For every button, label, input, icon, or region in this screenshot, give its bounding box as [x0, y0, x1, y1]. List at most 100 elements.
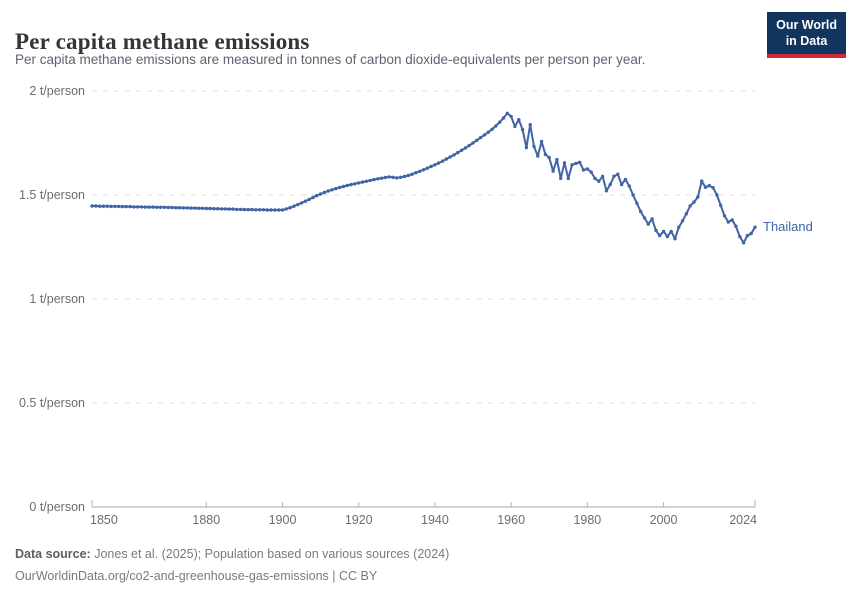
data-point	[200, 206, 205, 210]
data-point	[654, 228, 658, 233]
data-point	[619, 182, 624, 187]
x-axis-label: 1920	[345, 513, 373, 527]
data-point	[677, 225, 681, 229]
data-point	[414, 171, 418, 175]
data-point	[284, 207, 288, 211]
data-point	[391, 175, 395, 179]
data-point	[216, 207, 220, 211]
data-point	[322, 190, 327, 195]
data-point	[387, 175, 391, 179]
data-point	[383, 175, 388, 180]
data-point	[722, 214, 727, 218]
data-point	[151, 205, 155, 209]
data-point	[197, 206, 201, 210]
data-point	[277, 208, 281, 212]
data-point	[517, 118, 521, 122]
data-point	[227, 207, 231, 211]
data-point	[143, 205, 147, 209]
data-source-text: Jones et al. (2025); Population based on…	[90, 547, 450, 561]
data-point	[90, 204, 94, 208]
data-point	[559, 176, 563, 181]
data-point	[132, 205, 136, 209]
data-point	[177, 206, 182, 210]
data-point	[444, 157, 449, 161]
data-point	[635, 201, 639, 205]
data-point	[467, 143, 471, 148]
data-point	[642, 216, 647, 220]
data-point	[604, 189, 609, 193]
data-point	[753, 225, 757, 229]
data-point	[318, 192, 323, 196]
data-point	[741, 241, 746, 245]
data-point	[551, 169, 555, 173]
data-point	[448, 155, 452, 159]
data-point	[711, 186, 715, 190]
data-point	[280, 208, 285, 212]
data-point	[639, 209, 643, 214]
data-point	[650, 217, 654, 221]
x-axis-label: 1960	[497, 513, 525, 527]
data-point	[578, 160, 582, 164]
data-point	[311, 195, 315, 200]
data-point	[631, 193, 635, 197]
data-point	[376, 177, 380, 181]
chart-subtitle: Per capita methane emissions are measure…	[15, 52, 646, 67]
data-point	[315, 193, 319, 198]
data-point	[296, 202, 300, 207]
data-point	[166, 205, 170, 210]
data-point	[680, 219, 685, 223]
data-point	[250, 207, 254, 212]
data-point	[368, 178, 372, 183]
series-line-thailand[interactable]	[91, 112, 756, 244]
data-point	[353, 182, 357, 186]
data-point	[330, 188, 334, 192]
data-point	[170, 205, 174, 210]
chart-footer: Data source: Jones et al. (2025); Popula…	[15, 544, 449, 588]
data-point	[299, 201, 304, 205]
data-source-line: Data source: Jones et al. (2025); Popula…	[15, 544, 449, 566]
data-point	[566, 176, 570, 181]
data-point	[463, 146, 468, 150]
data-point	[665, 234, 670, 239]
data-point	[238, 207, 243, 212]
data-point	[425, 166, 429, 170]
y-axis-label: 1 t/person	[29, 292, 85, 306]
attribution-line: OurWorldinData.org/co2-and-greenhouse-ga…	[15, 568, 378, 583]
owid-logo[interactable]: Our World in Data	[767, 12, 846, 59]
data-point	[749, 231, 753, 236]
data-point	[726, 220, 730, 224]
data-point	[734, 224, 738, 228]
data-point	[242, 207, 247, 212]
data-point	[505, 111, 509, 116]
data-point	[303, 199, 308, 203]
data-point	[254, 208, 258, 212]
data-point	[326, 189, 330, 193]
data-point	[345, 183, 349, 188]
data-point	[334, 186, 338, 191]
data-point	[437, 161, 441, 165]
data-point	[136, 205, 140, 209]
data-point	[536, 154, 540, 158]
series-label-thailand[interactable]: Thailand	[763, 219, 813, 234]
data-point	[543, 152, 548, 157]
data-point	[696, 195, 700, 199]
data-point	[185, 206, 189, 210]
data-point	[524, 145, 529, 150]
data-point	[658, 233, 662, 238]
data-point	[433, 163, 437, 167]
data-point	[661, 229, 666, 234]
data-point	[513, 124, 517, 129]
data-point	[440, 159, 445, 163]
data-point	[688, 204, 692, 208]
data-point	[292, 204, 296, 208]
data-point	[509, 114, 513, 119]
data-point	[418, 169, 422, 173]
data-point	[94, 204, 98, 208]
data-point	[479, 135, 483, 140]
data-point	[597, 179, 601, 183]
data-point	[703, 185, 708, 189]
data-point	[338, 185, 342, 190]
data-point	[627, 184, 631, 188]
